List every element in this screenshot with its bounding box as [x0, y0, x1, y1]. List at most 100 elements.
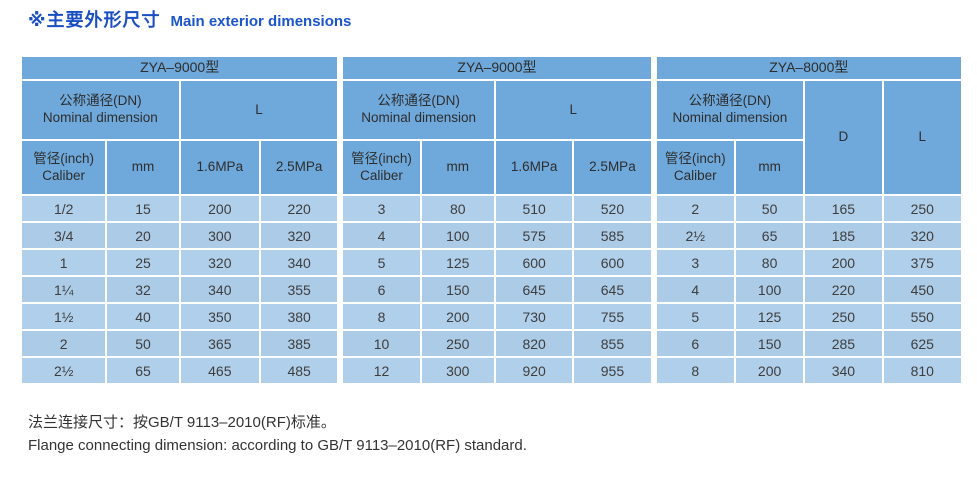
- table-cell: 200: [419, 302, 496, 331]
- table-cell: 10: [337, 329, 422, 358]
- table-cell: 5: [337, 248, 422, 277]
- table-cell: 5: [650, 302, 736, 331]
- table-cell: 600: [572, 248, 655, 277]
- table-cell: 250: [881, 194, 964, 223]
- table-cell: 1½: [19, 302, 108, 331]
- table-cell: 220: [258, 194, 342, 223]
- section1-caliber-header: 管径(inch) Caliber: [19, 139, 108, 196]
- table-cell: 385: [258, 329, 342, 358]
- table-header: ZYA–9000型 ZYA–9000型 ZYA–8000型 公称通径(DN) N…: [19, 55, 964, 196]
- table-cell: 125: [733, 302, 806, 331]
- table-cell: 820: [493, 329, 575, 358]
- table-cell: 1¼: [19, 275, 108, 304]
- table-cell: 1: [19, 248, 108, 277]
- table-cell: 3: [337, 194, 422, 223]
- table-cell: 320: [881, 221, 964, 250]
- footnote-en: Flange connecting dimension: according t…: [28, 437, 527, 454]
- table-cell: 50: [733, 194, 806, 223]
- table-cell: 200: [178, 194, 261, 223]
- table-cell: 185: [803, 221, 884, 250]
- table-row: 3/4 20 300 320 4 100 575 585 2½ 65 185 320: [19, 221, 964, 250]
- table-cell: 1/2: [19, 194, 108, 223]
- table-cell: 40: [105, 302, 181, 331]
- table-cell: 3/4: [19, 221, 108, 250]
- table-cell: 8: [337, 302, 422, 331]
- page-title: ※主要外形尺寸 Main exterior dimensions: [28, 6, 351, 32]
- table-cell: 320: [178, 248, 261, 277]
- table-cell: 380: [258, 302, 342, 331]
- table-cell: 6: [650, 329, 736, 358]
- table-cell: 4: [337, 221, 422, 250]
- table-cell: 810: [881, 356, 964, 385]
- section2-nominal-en: Nominal dimension: [361, 110, 477, 125]
- page-title-en: Main exterior dimensions: [170, 13, 352, 30]
- table-cell: 450: [881, 275, 964, 304]
- table-cell: 12: [337, 356, 422, 385]
- table-cell: 6: [337, 275, 422, 304]
- section1-nominal-en: Nominal dimension: [42, 110, 158, 125]
- section1-p16-header: 1.6MPa: [178, 139, 261, 196]
- footnote: 法兰连接尺寸：按GB/T 9113–2010(RF)标准。 Flange con…: [28, 411, 527, 457]
- table-cell: 2: [19, 329, 108, 358]
- section3-caliber-zh: 管径(inch): [664, 150, 726, 166]
- section1-l-header: L: [178, 79, 342, 141]
- table-cell: 955: [572, 356, 655, 385]
- table-cell: 80: [419, 194, 496, 223]
- table-cell: 125: [419, 248, 496, 277]
- table-body: 1/2 15 200 220 3 80 510 520 2 50 165 250 3/4 20 300 320…: [19, 194, 964, 385]
- section2-caliber-zh: 管径(inch): [351, 150, 412, 166]
- table-cell: 2½: [19, 356, 108, 385]
- table-cell: 645: [493, 275, 575, 304]
- table-cell: 250: [419, 329, 496, 358]
- table-cell: 510: [493, 194, 575, 223]
- table-cell: 340: [803, 356, 884, 385]
- section2-l-header: L: [493, 79, 655, 141]
- table-cell: 100: [733, 275, 806, 304]
- table-cell: 485: [258, 356, 342, 385]
- section3-model: ZYA–8000型: [650, 55, 964, 81]
- table-cell: 585: [572, 221, 655, 250]
- table-cell: 32: [105, 275, 181, 304]
- table-row: 1 25 320 340 5 125 600 600 3 80 200 375: [19, 248, 964, 277]
- section3-nominal-header: 公称通径(DN) Nominal dimension: [650, 79, 806, 141]
- table-cell: 50: [105, 329, 181, 358]
- table-row: 1½ 40 350 380 8 200 730 755 5 125 250 550: [19, 302, 964, 331]
- table-cell: 300: [178, 221, 261, 250]
- section1-model: ZYA–9000型: [19, 55, 342, 81]
- table-cell: 8: [650, 356, 736, 385]
- table-cell: 65: [105, 356, 181, 385]
- section3-l-header: L: [881, 79, 964, 196]
- table-cell: 340: [178, 275, 261, 304]
- footnote-zh: 法兰连接尺寸：按GB/T 9113–2010(RF)标准。: [28, 414, 336, 431]
- table-cell: 80: [733, 248, 806, 277]
- columns-row: 管径(inch) Caliber mm 1.6MPa 2.5MPa 管径(inc…: [19, 139, 962, 196]
- table-cell: 350: [178, 302, 261, 331]
- table-cell: 355: [258, 275, 342, 304]
- table-cell: 2½: [650, 221, 736, 250]
- section1-nominal-header: 公称通径(DN) Nominal dimension: [20, 79, 181, 141]
- table-cell: 920: [493, 356, 575, 385]
- table-cell: 3: [650, 248, 736, 277]
- section3-d-header: D: [803, 79, 884, 196]
- section2-nominal-header: 公称通径(DN) Nominal dimension: [337, 79, 496, 141]
- table-cell: 200: [733, 356, 806, 385]
- table-cell: 300: [419, 356, 496, 385]
- section2-p16-header: 1.6MPa: [493, 139, 575, 196]
- table-cell: 15: [105, 194, 181, 223]
- table-cell: 20: [105, 221, 181, 250]
- table-cell: 4: [650, 275, 736, 304]
- table-cell: 285: [803, 329, 884, 358]
- table-cell: 150: [419, 275, 496, 304]
- table-cell: 645: [572, 275, 655, 304]
- table-cell: 65: [733, 221, 806, 250]
- section2-model: ZYA–9000型: [337, 55, 655, 81]
- table-cell: 2: [650, 194, 736, 223]
- table-cell: 25: [105, 248, 181, 277]
- section3-nominal-zh: 公称通径(DN): [688, 93, 772, 109]
- section3-mm-header: mm: [733, 139, 806, 196]
- table-cell: 340: [258, 248, 342, 277]
- table-cell: 855: [572, 329, 655, 358]
- section3-nominal-en: Nominal dimension: [672, 110, 788, 125]
- table-row: 1/2 15 200 220 3 80 510 520 2 50 165 250: [19, 194, 964, 223]
- table-cell: 600: [493, 248, 575, 277]
